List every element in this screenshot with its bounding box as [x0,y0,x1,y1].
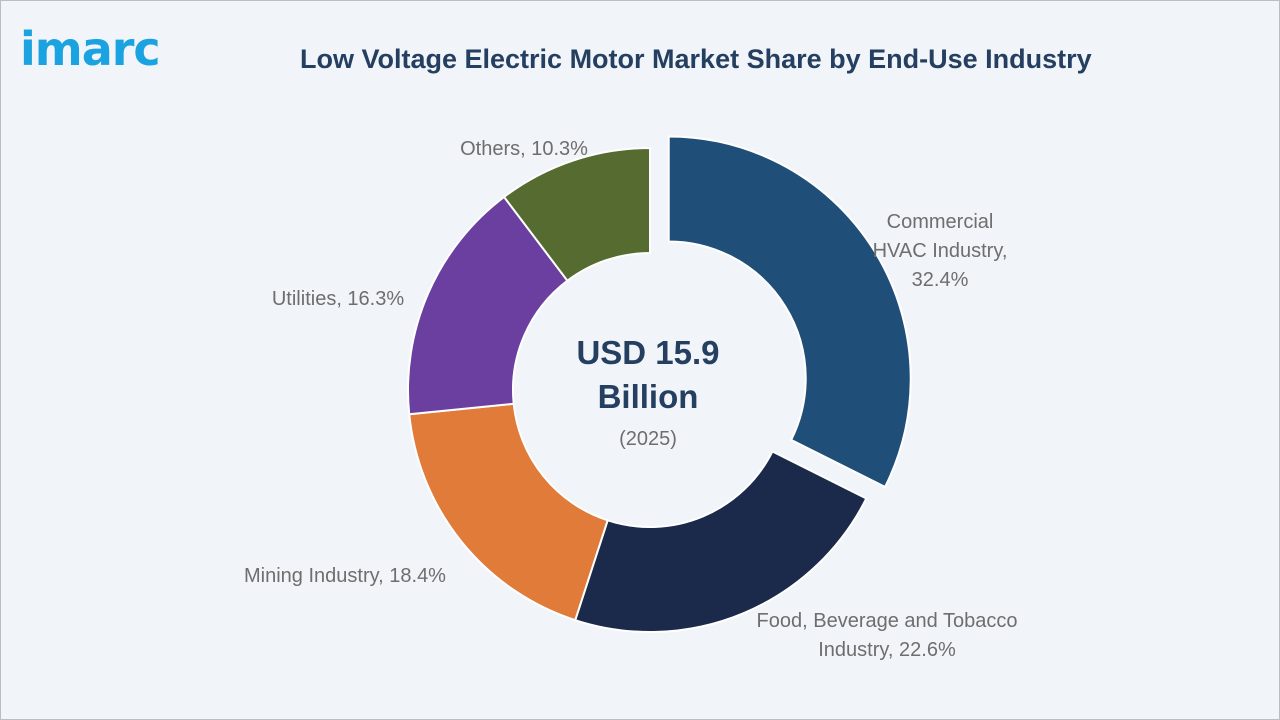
center-value-line2: Billion [598,378,699,415]
chart-title: Low Voltage Electric Motor Market Share … [300,44,1092,74]
slice-others [502,146,651,283]
slice-labels: Commercial HVAC Industry, 32.4% Food, Bever… [244,138,1017,661]
slice-mining-industry [408,402,609,622]
center-value-line1: USD 15.9 [576,334,719,371]
slice-label-4: Others, 10.3% [460,138,588,160]
slice-food-beverage-and-tobacco-industry [573,450,868,633]
slice-label-1: Food, Beverage and Tobacco Industry, 22.6… [757,610,1018,661]
donut-slices [407,135,912,633]
center-year: (2025) [619,428,677,450]
imarc-logo: imarc [20,22,161,76]
slice-label-3: Utilities, 16.3% [272,288,404,310]
slice-label-2: Mining Industry, 18.4% [244,565,446,587]
slice-utilities [407,195,569,416]
slice-commercial-hvac-industry [667,135,912,489]
slice-label-0: Commercial HVAC Industry, 32.4% [873,211,1008,291]
